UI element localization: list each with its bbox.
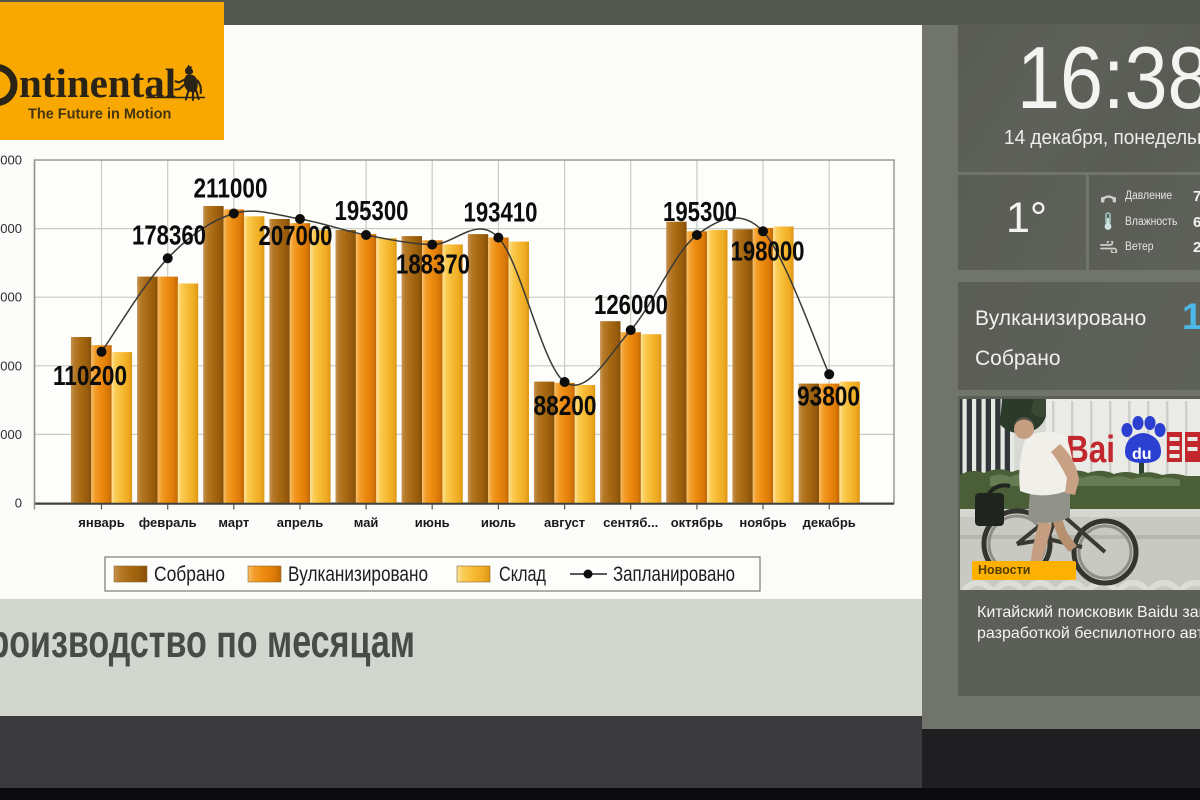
svg-text:0: 0: [15, 496, 22, 511]
svg-text:февраль: февраль: [139, 515, 197, 530]
svg-text:198000: 198000: [731, 235, 805, 266]
svg-text:ntinental: ntinental: [19, 60, 176, 106]
svg-text:93800: 93800: [797, 380, 860, 411]
svg-text:150000: 150000: [0, 290, 22, 305]
svg-text:апрель: апрель: [277, 515, 324, 530]
svg-text:100000: 100000: [0, 358, 22, 373]
svg-text:178360: 178360: [132, 219, 206, 250]
svg-text:Вулканизировано: Вулканизировано: [288, 562, 428, 586]
svg-text:ноябрь: ноябрь: [739, 515, 786, 530]
svg-text:188370: 188370: [396, 249, 470, 280]
svg-text:The Future in Motion: The Future in Motion: [28, 107, 171, 123]
svg-text:Собрано: Собрано: [154, 562, 225, 586]
svg-text:Запланировано: Запланировано: [613, 562, 735, 586]
svg-text:211000: 211000: [194, 173, 268, 204]
svg-text:март: март: [218, 515, 249, 530]
svg-text:207000: 207000: [259, 220, 333, 251]
svg-text:январь: январь: [78, 515, 124, 530]
svg-text:195300: 195300: [663, 196, 737, 227]
svg-text:июль: июль: [481, 515, 516, 530]
svg-text:июнь: июнь: [415, 515, 450, 530]
svg-text:193410: 193410: [464, 197, 538, 228]
svg-text:май: май: [354, 515, 379, 530]
svg-text:du: du: [1132, 446, 1152, 463]
svg-text:250000: 250000: [0, 153, 22, 168]
svg-text:110200: 110200: [53, 360, 127, 391]
svg-text:сентяб...: сентяб...: [603, 515, 658, 530]
svg-text:50000: 50000: [0, 427, 22, 442]
svg-text:Склад: Склад: [499, 562, 546, 586]
svg-text:126000: 126000: [594, 289, 668, 320]
svg-text:октябрь: октябрь: [671, 515, 723, 530]
svg-text:88200: 88200: [534, 390, 597, 421]
svg-text:200000: 200000: [0, 221, 22, 236]
svg-text:195300: 195300: [335, 195, 409, 226]
svg-text:август: август: [544, 515, 585, 530]
svg-text:декабрь: декабрь: [803, 515, 856, 530]
